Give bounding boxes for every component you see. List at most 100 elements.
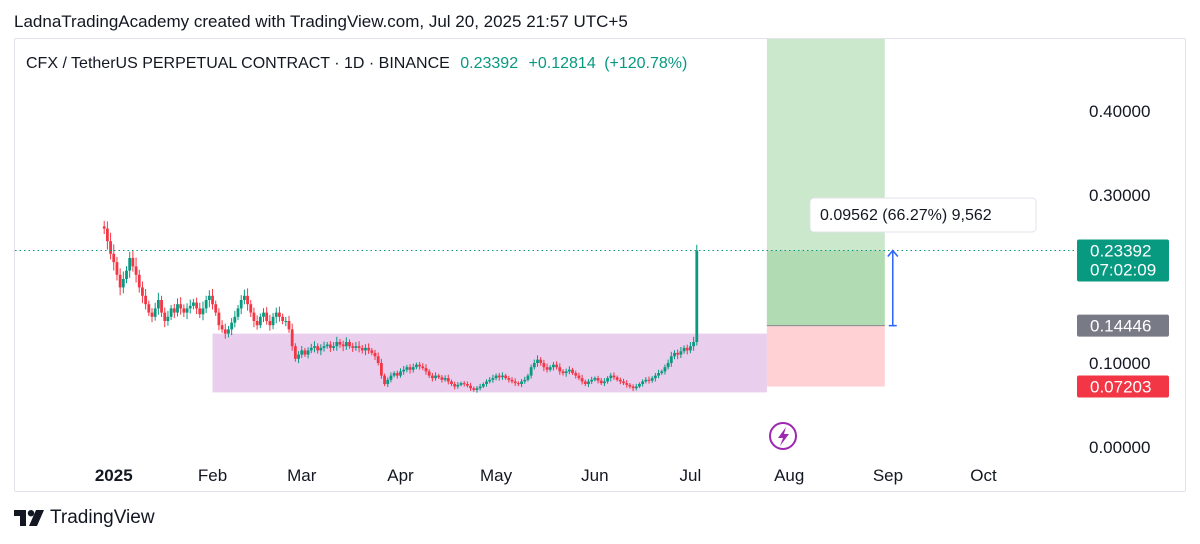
candle-body xyxy=(303,350,307,355)
candle-body xyxy=(561,371,565,374)
candle-body xyxy=(475,388,479,390)
candle-body xyxy=(676,352,680,355)
candle-body xyxy=(542,363,546,368)
candle-body xyxy=(606,378,609,382)
candle-body xyxy=(580,378,584,382)
profit-fill xyxy=(766,250,885,326)
candle-body xyxy=(188,305,192,309)
x-tick-label: 2025 xyxy=(95,466,133,485)
symbol-name: CFX / TetherUS PERPETUAL CONTRACT · 1D ·… xyxy=(26,55,450,72)
tradingview-brand[interactable]: TradingView xyxy=(14,507,155,529)
candle-body xyxy=(641,381,645,384)
candle-body xyxy=(564,371,568,374)
candle-body xyxy=(638,384,641,387)
candle-body xyxy=(150,312,154,317)
candle-body xyxy=(622,381,625,384)
candle-body xyxy=(367,347,371,351)
candle-body xyxy=(341,344,345,347)
candle-body xyxy=(239,300,243,309)
drawing-layer xyxy=(212,39,885,393)
candle-body xyxy=(653,375,657,379)
candle-body xyxy=(434,375,437,379)
measure-arrowhead xyxy=(887,249,899,257)
candle-body xyxy=(249,304,253,313)
candle-body xyxy=(329,344,332,348)
x-tick-label: Apr xyxy=(387,466,414,485)
candle-body xyxy=(252,312,256,321)
candle-body xyxy=(625,383,629,385)
candle-body xyxy=(695,250,699,342)
candle-body xyxy=(354,346,358,348)
candle-body xyxy=(488,379,492,382)
candle-body xyxy=(201,308,205,315)
candle-body xyxy=(481,384,485,387)
candle-body xyxy=(287,321,291,330)
candle-body xyxy=(497,375,501,378)
stop-zone xyxy=(766,325,885,387)
candle-body xyxy=(507,378,511,380)
candle-body xyxy=(220,325,224,330)
candle-body xyxy=(351,346,355,348)
candle-body xyxy=(211,295,214,305)
candle-body xyxy=(618,379,622,382)
candle-body xyxy=(207,295,211,300)
candle-body xyxy=(379,363,383,376)
candle-body xyxy=(293,346,297,359)
candle-body xyxy=(504,375,508,379)
candle-body xyxy=(284,321,288,322)
candle-body xyxy=(300,350,304,355)
candle-body xyxy=(599,380,603,384)
candle-body xyxy=(558,367,562,372)
candle-body xyxy=(679,351,683,355)
candle-body xyxy=(577,375,581,379)
measure-label: 0.09562 (66.27%) 9,562 xyxy=(820,207,992,224)
candle-body xyxy=(615,377,619,380)
candle-body xyxy=(214,304,218,313)
candle-body xyxy=(647,379,651,381)
x-tick-label: Mar xyxy=(287,466,317,485)
candle-body xyxy=(612,375,616,378)
candle-body xyxy=(567,369,571,372)
candle-body xyxy=(169,308,173,317)
candle-body xyxy=(485,381,488,384)
candle-body xyxy=(160,300,163,313)
candle-body xyxy=(121,279,125,288)
candle-body xyxy=(246,295,249,305)
candle-body xyxy=(195,302,199,309)
candle-body xyxy=(281,316,285,321)
candle-body xyxy=(609,375,613,379)
candle-body xyxy=(230,322,234,330)
candle-body xyxy=(166,316,170,321)
x-tick-label: May xyxy=(480,466,513,485)
candle-body xyxy=(478,386,482,389)
candle-body xyxy=(634,386,638,389)
candle-body xyxy=(131,258,135,267)
candle-body xyxy=(466,384,469,386)
candle-body xyxy=(526,375,530,380)
candle-body xyxy=(539,359,543,363)
candle-body xyxy=(603,381,606,384)
x-tick-label: Aug xyxy=(774,466,804,485)
candle-body xyxy=(335,342,339,347)
candle-body xyxy=(156,300,160,309)
candle-body xyxy=(198,308,202,315)
candle-body xyxy=(163,312,167,321)
candle-body xyxy=(430,375,434,379)
stop-price-tag: 0.07203 xyxy=(1077,375,1169,398)
candle-body xyxy=(421,366,425,369)
candle-body xyxy=(462,383,466,385)
candle-body xyxy=(376,356,380,363)
candle-body xyxy=(153,308,157,317)
y-tick-label: 0.10000 xyxy=(1089,354,1150,373)
candle-body xyxy=(125,270,128,279)
candle-body xyxy=(590,379,594,382)
candle-body xyxy=(666,363,670,368)
candle-body xyxy=(258,316,262,326)
candle-body xyxy=(204,300,208,309)
measure-label-box xyxy=(809,197,1037,233)
candle-body xyxy=(440,377,444,380)
tradingview-logo-icon xyxy=(14,510,44,526)
candle-body xyxy=(322,346,326,348)
